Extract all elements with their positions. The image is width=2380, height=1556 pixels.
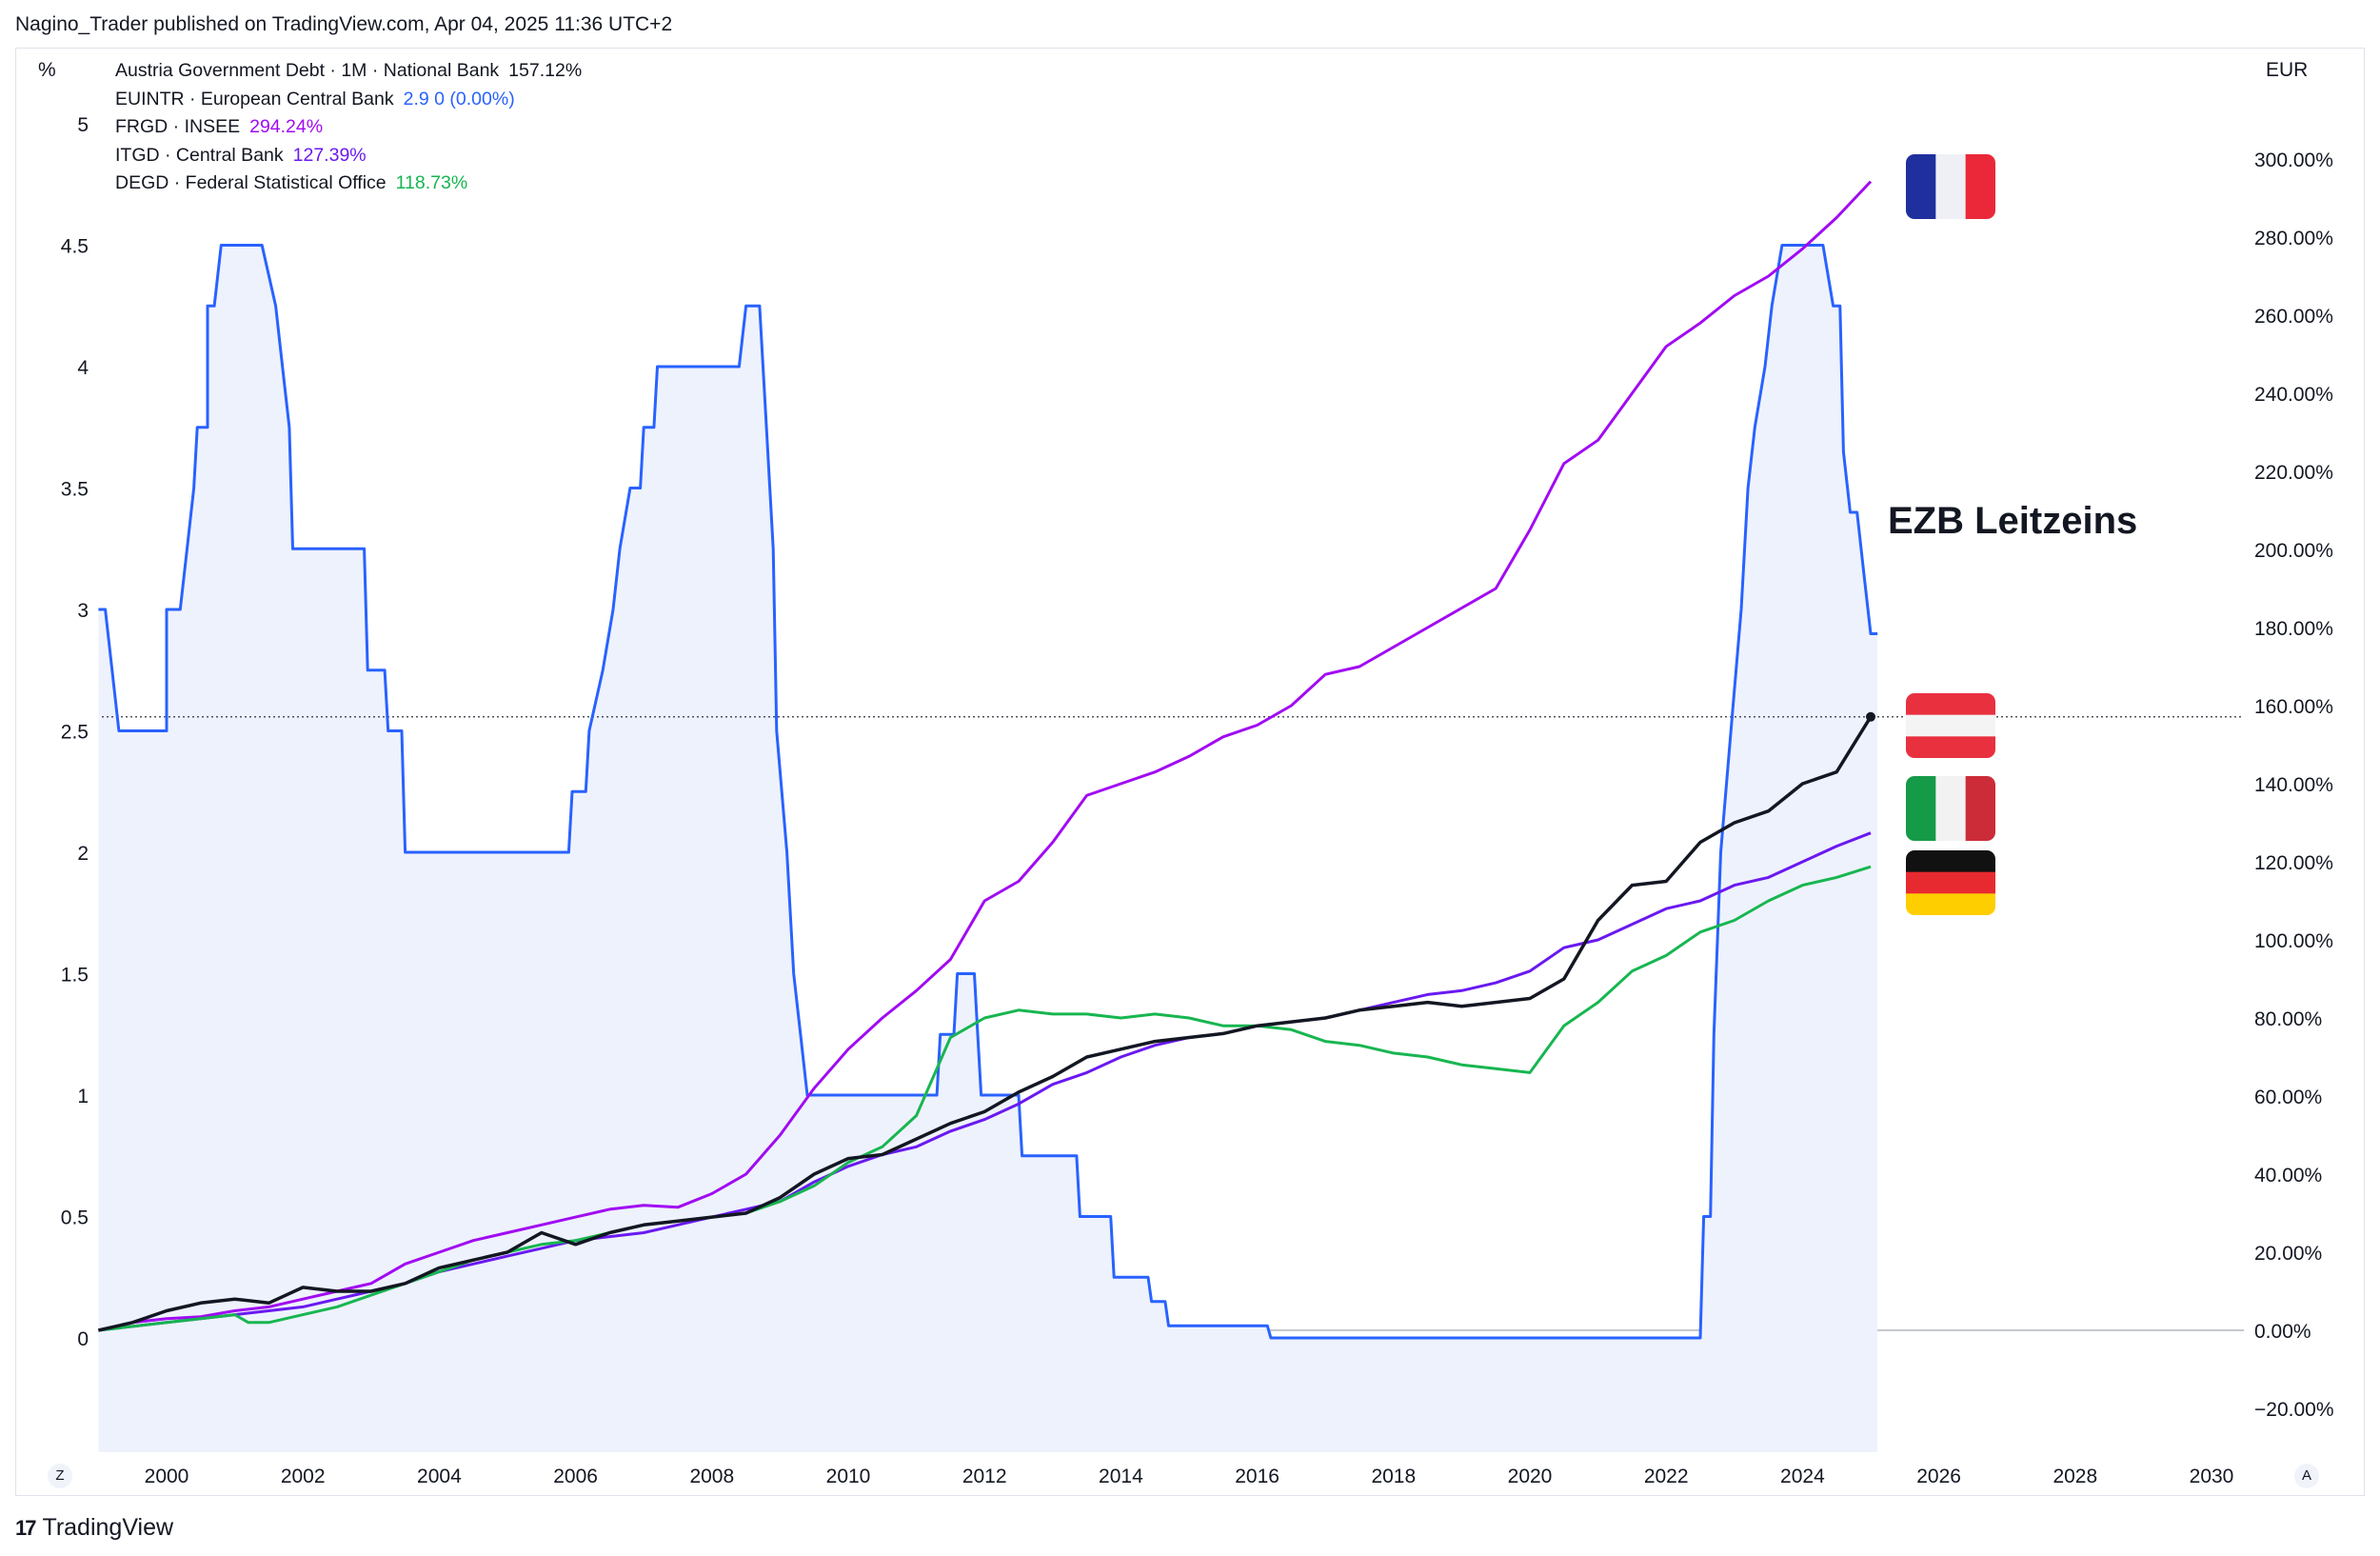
x-tick-label: 2006 [553,1466,598,1487]
right-tick-label: 220.00% [2254,462,2333,484]
left-tick-label: 3.5 [61,479,89,501]
series-line-0[interactable] [98,244,1878,1340]
left-tick-label: 4.5 [61,236,89,258]
series-line-3[interactable] [98,865,1872,1332]
legend-label: Austria Government Debt · 1M · National … [115,60,500,81]
right-unit-label[interactable]: EUR [2266,59,2309,81]
left-tick-label: 1 [77,1086,89,1107]
right-tick-label: 240.00% [2254,384,2333,406]
right-tick-label: 0.00% [2254,1321,2311,1343]
left-tick-label: 2 [77,843,89,865]
legend-value: 157.12% [508,60,583,81]
footer-brand-label: TradingView [42,1514,174,1541]
annotation-label: EZB Leitzeins [1888,500,2137,542]
x-tick-label: 2014 [1099,1466,1143,1487]
tradingview-logo-icon: 17 [15,1515,37,1540]
right-tick-label: 120.00% [2254,852,2333,874]
legend-row-austria[interactable]: Austria Government Debt · 1M · National … [115,57,582,86]
x-tick-label: 2008 [689,1466,734,1487]
legend-value: 127.39% [292,144,367,166]
left-tick-label: 1.5 [61,965,89,987]
left-tick-label: 3 [77,600,89,622]
x-tick-label: 2030 [2190,1466,2234,1487]
right-tick-label: 80.00% [2254,1008,2322,1030]
right-tick-label: 40.00% [2254,1165,2322,1187]
x-tick-label: 2022 [1644,1466,1689,1487]
x-tick-label: 2020 [1508,1466,1553,1487]
flag-germany-icon [1906,850,1995,915]
right-tick-label: 180.00% [2254,618,2333,640]
left-tick-label: 2.5 [61,722,89,744]
flag-france-icon [1906,154,1995,219]
x-tick-label: 2010 [826,1466,871,1487]
right-tick-label: 260.00% [2254,306,2333,328]
right-tick-label: 300.00% [2254,150,2333,171]
right-tick-label: −20.00% [2254,1399,2334,1421]
legend: Austria Government Debt · 1M · National … [115,57,582,198]
legend-value: 2.9 0 (0.00%) [403,88,515,110]
legend-row-frgd[interactable]: FRGD · INSEE 294.24% [115,113,582,142]
footer-brand[interactable]: 17 TradingView [15,1514,173,1542]
x-tick-label: 2002 [281,1466,326,1487]
legend-row-itgd[interactable]: ITGD · Central Bank 127.39% [115,142,582,170]
x-tick-label: 2016 [1235,1466,1279,1487]
x-tick-label: 2024 [1780,1466,1825,1487]
x-tick-label: 2000 [145,1466,189,1487]
x-tick-label: 2004 [417,1466,462,1487]
x-tick-label: 2012 [962,1466,1007,1487]
legend-value: 118.73% [395,172,468,193]
left-tick-label: 0.5 [61,1207,89,1229]
flag-italy-icon [1906,776,1995,841]
legend-label: DEGD · Federal Statistical Office [115,172,387,193]
legend-row-degd[interactable]: DEGD · Federal Statistical Office 118.73% [115,170,582,198]
left-tick-label: 5 [77,114,89,136]
right-tick-label: 200.00% [2254,540,2333,562]
legend-label: ITGD · Central Bank [115,144,284,166]
left-unit-label[interactable]: % [38,59,56,81]
flag-austria-icon [1906,693,1995,758]
auto-scale-toggle[interactable]: A [2294,1464,2319,1488]
right-tick-label: 20.00% [2254,1243,2322,1265]
publisher-line: Nagino_Trader published on TradingView.c… [15,13,673,35]
right-tick-label: 100.00% [2254,930,2333,952]
series-line-1[interactable] [98,180,1873,1332]
left-tick-label: 4 [77,357,89,379]
x-tick-label: 2018 [1371,1466,1416,1487]
right-tick-label: 60.00% [2254,1087,2322,1108]
legend-row-euintr[interactable]: EUINTR · European Central Bank 2.9 0 (0.0… [115,86,582,114]
right-tick-label: 140.00% [2254,774,2333,796]
legend-value: 294.24% [249,116,324,137]
x-tick-label: 2026 [1916,1466,1961,1487]
x-tick-label: 2028 [2053,1466,2097,1487]
series-area-0 [98,245,1878,1452]
legend-label: EUINTR · European Central Bank [115,88,394,110]
series-last-point [1866,711,1875,722]
chart-frame [15,48,2365,1496]
left-tick-label: 0 [77,1328,89,1350]
series-line-4[interactable] [98,715,1873,1332]
right-tick-label: 160.00% [2254,696,2333,718]
log-scale-toggle[interactable]: Z [48,1464,72,1488]
right-tick-label: 280.00% [2254,228,2333,249]
legend-label: FRGD · INSEE [115,116,241,137]
